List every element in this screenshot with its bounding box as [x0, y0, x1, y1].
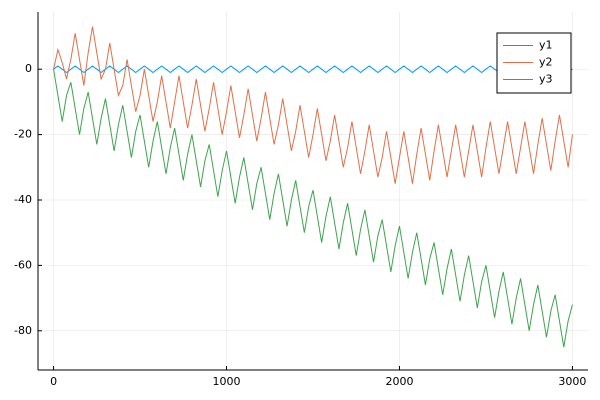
- y-tick-label: -40: [14, 193, 32, 206]
- y-tick-label: -60: [14, 258, 32, 271]
- y-tick-label: 0: [25, 62, 32, 75]
- x-tick-label: 1000: [213, 375, 241, 388]
- legend-label: y3: [539, 73, 553, 86]
- x-tick-label: 3000: [558, 375, 586, 388]
- x-tick-label: 0: [50, 375, 57, 388]
- x-tick-label: 2000: [385, 375, 413, 388]
- line-series: [53, 26, 573, 184]
- y-tick-label: -80: [14, 324, 32, 337]
- legend-label: y1: [539, 39, 553, 52]
- legend: y1 y2 y3: [496, 32, 572, 94]
- line-series: [53, 69, 573, 348]
- legend-label: y2: [539, 56, 553, 69]
- y-tick-label: -20: [14, 128, 32, 141]
- line-series: [53, 65, 573, 74]
